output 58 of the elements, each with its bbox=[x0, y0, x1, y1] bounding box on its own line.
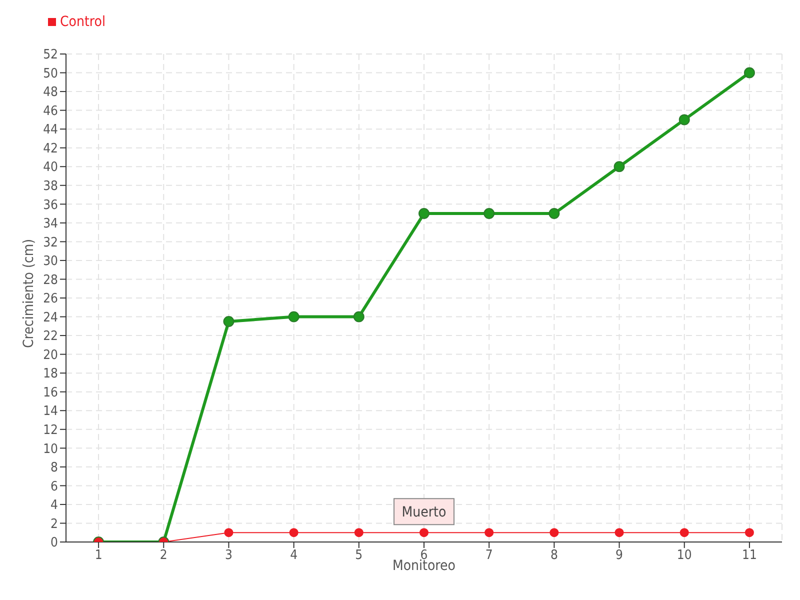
y-tick-label: 24 bbox=[43, 310, 58, 326]
y-tick-label: 32 bbox=[43, 235, 58, 250]
y-tick-label: 18 bbox=[43, 366, 58, 382]
y-tick-label: 50 bbox=[43, 66, 58, 82]
point bbox=[678, 114, 690, 126]
y-tick-label: 46 bbox=[43, 104, 58, 119]
x-tick-label: 10 bbox=[676, 548, 692, 564]
point bbox=[548, 208, 560, 220]
point bbox=[744, 67, 755, 78]
y-tick-label: 34 bbox=[43, 216, 58, 232]
point bbox=[420, 528, 428, 538]
x-tick-label: 2 bbox=[160, 548, 168, 564]
y-tick-label: 52 bbox=[43, 48, 58, 63]
point bbox=[550, 528, 559, 538]
x-tick-label: 8 bbox=[550, 548, 558, 564]
x-tick-label: 7 bbox=[485, 548, 493, 564]
y-tick-label: 44 bbox=[43, 122, 58, 138]
point bbox=[289, 528, 298, 538]
point bbox=[418, 208, 430, 220]
annotation: Muerto bbox=[402, 504, 447, 521]
point bbox=[224, 528, 234, 538]
y-tick-label: 14 bbox=[43, 404, 58, 420]
y-tick-label: 42 bbox=[43, 141, 58, 156]
y-tick-label: 2 bbox=[50, 516, 58, 532]
y-tick-label: 20 bbox=[43, 348, 58, 363]
point bbox=[484, 528, 494, 538]
point bbox=[680, 528, 689, 538]
point bbox=[288, 311, 300, 322]
point bbox=[484, 208, 495, 220]
y-tick-label: 6 bbox=[50, 479, 58, 494]
x-tick-label: 4 bbox=[290, 548, 298, 564]
y-axis-title: Crecimiento (cm) bbox=[20, 238, 37, 348]
point bbox=[353, 311, 364, 322]
y-tick-label: 36 bbox=[43, 198, 58, 213]
point bbox=[614, 528, 624, 538]
y-tick-label: 26 bbox=[43, 292, 58, 307]
y-tick-label: 4 bbox=[50, 498, 58, 514]
y-tick-label: 40 bbox=[43, 160, 58, 176]
y-tick-label: 28 bbox=[43, 272, 58, 288]
x-tick-label: 3 bbox=[225, 548, 232, 564]
point bbox=[614, 161, 625, 172]
x-tick-label: 9 bbox=[616, 548, 623, 564]
y-tick-label: 16 bbox=[43, 385, 58, 400]
point bbox=[354, 528, 364, 538]
y-tick-label: 30 bbox=[43, 254, 58, 270]
x-tick-label: 5 bbox=[355, 548, 363, 564]
x-tick-label: 1 bbox=[94, 548, 102, 564]
y-tick-label: 0 bbox=[50, 536, 58, 551]
y-tick-label: 48 bbox=[43, 85, 58, 100]
x-tick-label: 11 bbox=[742, 548, 757, 564]
point bbox=[744, 528, 754, 538]
point bbox=[223, 316, 234, 327]
y-tick-label: 22 bbox=[43, 329, 58, 344]
y-tick-label: 10 bbox=[43, 442, 58, 457]
y-tick-label: 8 bbox=[50, 460, 58, 476]
y-tick-label: 38 bbox=[43, 179, 58, 194]
y-tick-label: 12 bbox=[43, 423, 58, 438]
legend-label: Control bbox=[60, 14, 106, 30]
